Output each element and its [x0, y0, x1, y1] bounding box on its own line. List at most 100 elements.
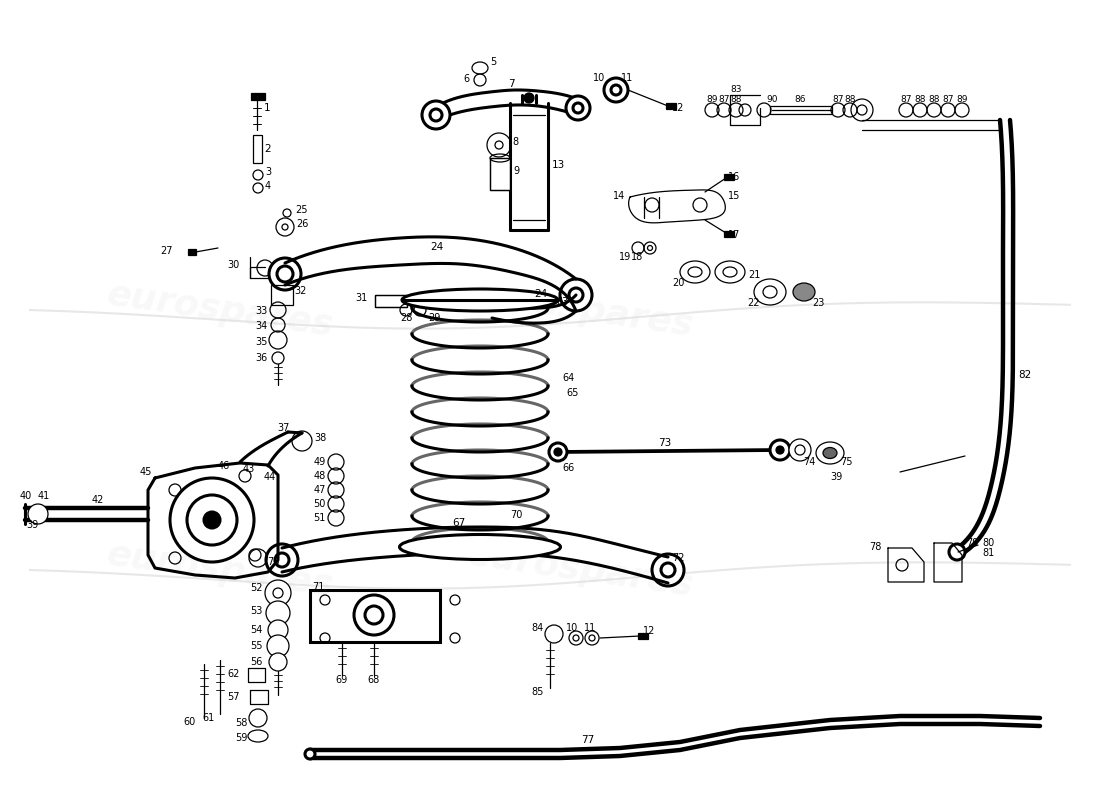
- Text: 27: 27: [161, 246, 173, 256]
- Circle shape: [776, 446, 784, 454]
- Text: 76: 76: [267, 557, 279, 567]
- Bar: [724, 174, 734, 180]
- Circle shape: [789, 439, 811, 461]
- Text: 75: 75: [840, 457, 852, 467]
- Text: 77: 77: [582, 735, 595, 745]
- Circle shape: [560, 279, 592, 311]
- Text: 70: 70: [510, 510, 522, 520]
- Text: 25: 25: [295, 205, 308, 215]
- Text: 68: 68: [367, 675, 381, 685]
- Circle shape: [266, 544, 298, 576]
- Text: 34: 34: [255, 321, 268, 331]
- Text: 24: 24: [430, 242, 443, 252]
- Text: 88: 88: [845, 95, 856, 105]
- Ellipse shape: [399, 534, 561, 559]
- Text: 21: 21: [748, 270, 760, 280]
- Text: 88: 88: [928, 95, 939, 105]
- Circle shape: [267, 635, 289, 657]
- Circle shape: [268, 620, 288, 640]
- Text: 39: 39: [26, 520, 39, 530]
- Text: 4: 4: [265, 181, 271, 191]
- Circle shape: [204, 512, 220, 528]
- Text: 78: 78: [870, 542, 882, 552]
- Bar: [188, 249, 196, 255]
- Text: 82: 82: [1018, 370, 1032, 380]
- Ellipse shape: [793, 283, 815, 301]
- Text: 35: 35: [255, 337, 268, 347]
- Text: 87: 87: [943, 95, 954, 105]
- Text: 89: 89: [956, 95, 968, 105]
- Text: 29: 29: [428, 313, 440, 323]
- Bar: [490, 158, 510, 190]
- Bar: [375, 295, 407, 307]
- Text: 12: 12: [644, 626, 656, 636]
- Circle shape: [270, 258, 301, 290]
- Text: 80: 80: [982, 538, 994, 548]
- Bar: [251, 93, 265, 100]
- Text: 46: 46: [218, 461, 230, 471]
- Text: 56: 56: [251, 657, 263, 667]
- Circle shape: [430, 109, 442, 121]
- Text: 20: 20: [672, 278, 685, 288]
- Text: 6: 6: [463, 74, 469, 84]
- Text: 23: 23: [812, 298, 824, 308]
- Ellipse shape: [715, 261, 745, 283]
- Circle shape: [524, 93, 534, 103]
- Text: 32: 32: [294, 286, 307, 296]
- Circle shape: [265, 580, 292, 606]
- Circle shape: [573, 103, 583, 113]
- Text: 55: 55: [251, 641, 263, 651]
- Text: 48: 48: [314, 471, 326, 481]
- Text: 14: 14: [613, 191, 625, 201]
- Circle shape: [305, 749, 315, 759]
- Text: 30: 30: [228, 260, 240, 270]
- Text: 69: 69: [336, 675, 348, 685]
- Text: 41: 41: [39, 491, 51, 501]
- Text: 50: 50: [314, 499, 326, 509]
- Text: 1: 1: [264, 103, 271, 113]
- Circle shape: [554, 448, 562, 456]
- Text: 31: 31: [355, 293, 368, 303]
- Text: eurospares: eurospares: [104, 538, 336, 602]
- Text: 19: 19: [618, 252, 631, 262]
- Text: 3: 3: [265, 167, 271, 177]
- Circle shape: [354, 595, 394, 635]
- Text: 13: 13: [552, 160, 565, 170]
- Text: 79: 79: [966, 538, 978, 548]
- Text: 64: 64: [562, 373, 574, 383]
- Text: 59: 59: [235, 733, 248, 743]
- Text: 44: 44: [264, 472, 276, 482]
- Text: 88: 88: [730, 95, 741, 105]
- Text: 49: 49: [314, 457, 326, 467]
- Text: 15: 15: [728, 191, 740, 201]
- Text: 74: 74: [803, 457, 815, 467]
- Text: 51: 51: [314, 513, 326, 523]
- Circle shape: [610, 85, 621, 95]
- Ellipse shape: [823, 447, 837, 458]
- Text: 47: 47: [314, 485, 326, 495]
- Text: 5: 5: [490, 57, 496, 67]
- Text: eurospares: eurospares: [464, 538, 695, 602]
- Bar: [253, 135, 262, 163]
- Text: 57: 57: [228, 692, 240, 702]
- Text: 87: 87: [900, 95, 912, 105]
- Text: 58: 58: [235, 718, 248, 728]
- Text: 86: 86: [794, 95, 805, 105]
- Text: 26: 26: [296, 219, 308, 229]
- Text: 73: 73: [659, 438, 672, 448]
- Text: 11: 11: [621, 73, 634, 83]
- Text: 37: 37: [277, 423, 290, 433]
- Ellipse shape: [680, 261, 710, 283]
- Text: 40: 40: [20, 491, 32, 501]
- Text: 45: 45: [140, 467, 152, 477]
- Text: eurospares: eurospares: [464, 278, 695, 342]
- Ellipse shape: [402, 289, 558, 311]
- Text: 42: 42: [92, 495, 104, 505]
- Text: 87: 87: [833, 95, 844, 105]
- Circle shape: [275, 553, 289, 567]
- Ellipse shape: [816, 442, 844, 464]
- Circle shape: [652, 554, 684, 586]
- Bar: [271, 285, 293, 305]
- Text: 83: 83: [730, 86, 741, 94]
- Bar: [375, 295, 407, 307]
